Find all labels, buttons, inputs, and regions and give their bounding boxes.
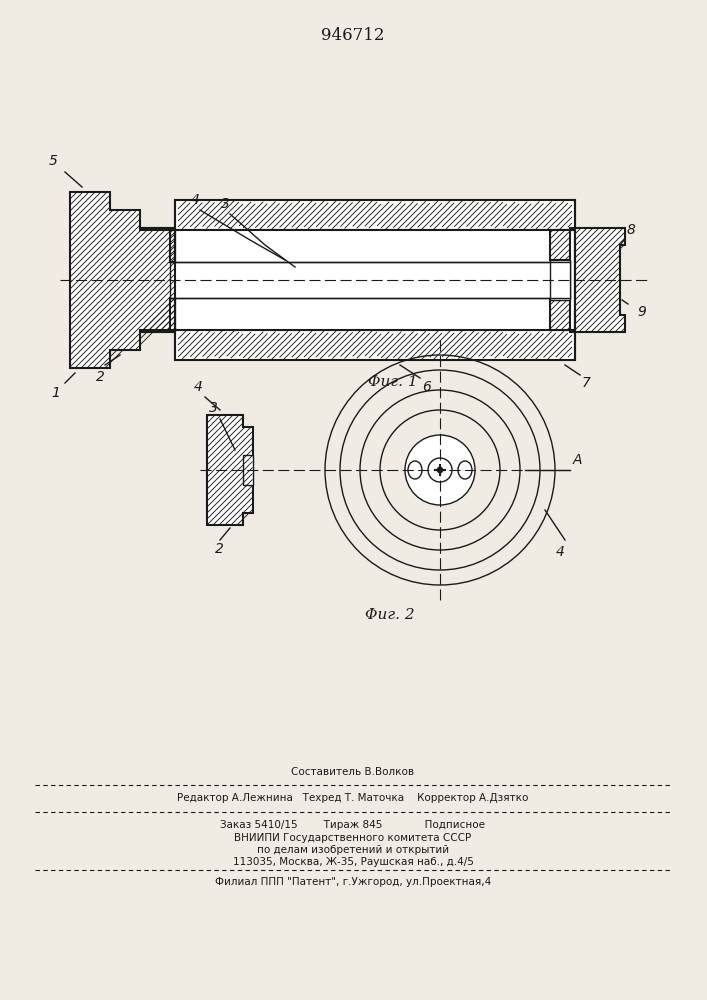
Text: Φиг. 1: Φиг. 1 xyxy=(368,375,418,389)
Polygon shape xyxy=(175,200,575,230)
Text: Составитель В.Волков: Составитель В.Волков xyxy=(291,767,414,777)
Bar xyxy=(170,262,570,298)
Bar xyxy=(175,230,575,330)
Bar xyxy=(550,260,570,300)
Text: Φиг. 2: Φиг. 2 xyxy=(366,608,415,622)
Polygon shape xyxy=(550,300,575,332)
Text: 4: 4 xyxy=(194,380,203,394)
Polygon shape xyxy=(207,415,253,525)
Text: 5: 5 xyxy=(49,154,58,168)
Polygon shape xyxy=(175,330,575,360)
Text: 9: 9 xyxy=(637,305,646,319)
Ellipse shape xyxy=(458,461,472,479)
Text: 4: 4 xyxy=(191,193,199,207)
Text: 4: 4 xyxy=(556,545,564,559)
Polygon shape xyxy=(140,228,175,262)
Polygon shape xyxy=(70,192,175,368)
Text: по делам изобретений и открытий: по делам изобретений и открытий xyxy=(257,845,449,855)
Text: Филиал ППП "Патент", г.Ужгород, ул.Проектная,4: Филиал ППП "Патент", г.Ужгород, ул.Проек… xyxy=(215,877,491,887)
Text: Заказ 5410/15        Тираж 845             Подписное: Заказ 5410/15 Тираж 845 Подписное xyxy=(221,820,486,830)
Text: 946712: 946712 xyxy=(321,26,385,43)
Text: 6: 6 xyxy=(422,380,431,394)
Text: 3: 3 xyxy=(209,401,218,415)
Text: 2: 2 xyxy=(214,542,223,556)
Text: ВНИИПИ Государственного комитета СССР: ВНИИПИ Государственного комитета СССР xyxy=(235,833,472,843)
Text: 113035, Москва, Ж-35, Раушская наб., д.4/5: 113035, Москва, Ж-35, Раушская наб., д.4… xyxy=(233,857,474,867)
Circle shape xyxy=(405,435,475,505)
Polygon shape xyxy=(575,228,625,332)
Text: 8: 8 xyxy=(627,223,636,237)
Ellipse shape xyxy=(408,461,422,479)
Text: 1: 1 xyxy=(51,386,60,400)
Polygon shape xyxy=(550,228,575,260)
Text: A: A xyxy=(573,453,583,467)
Bar xyxy=(243,455,253,485)
Text: 2: 2 xyxy=(95,370,105,384)
Circle shape xyxy=(437,467,443,473)
Circle shape xyxy=(428,458,452,482)
Text: Редактор А.Лежнина   Техред Т. Маточка    Корректор А.Дзятко: Редактор А.Лежнина Техред Т. Маточка Кор… xyxy=(177,793,529,803)
Text: 7: 7 xyxy=(582,376,591,390)
Text: 3: 3 xyxy=(221,197,230,211)
Polygon shape xyxy=(140,298,175,332)
